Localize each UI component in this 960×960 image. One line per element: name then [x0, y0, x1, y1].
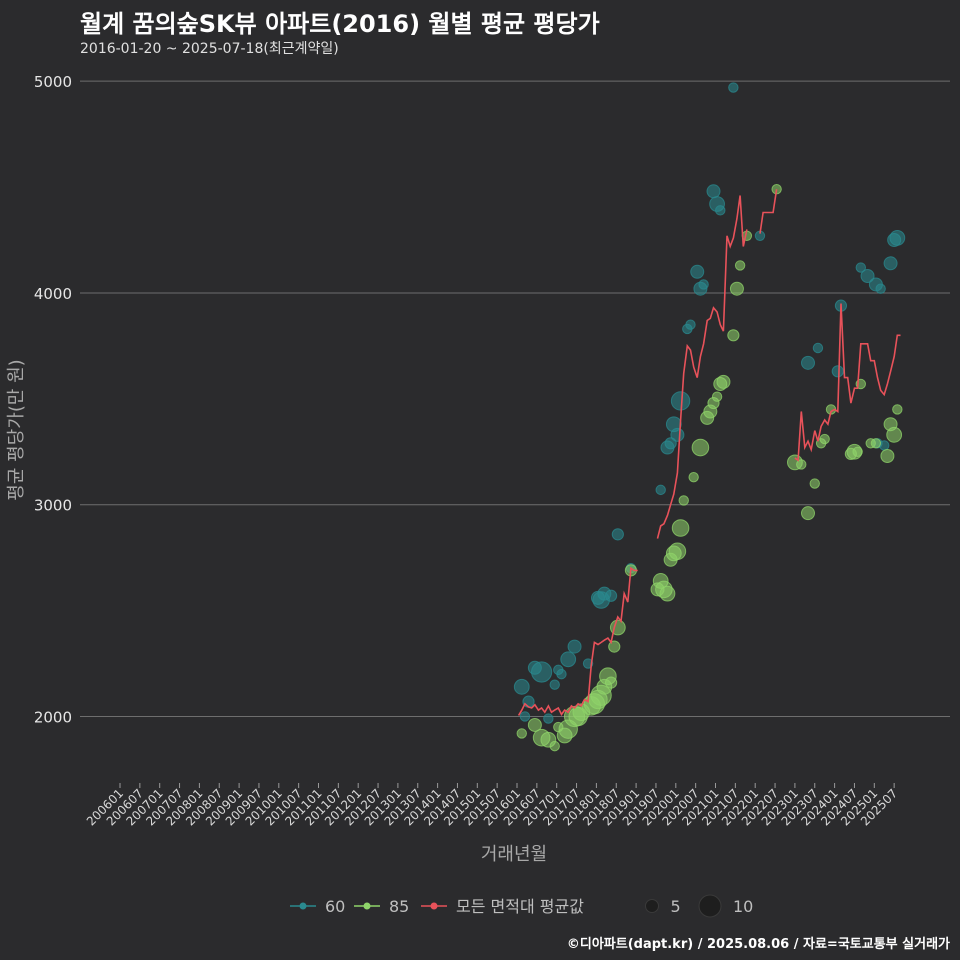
point-85 — [880, 449, 895, 463]
point-60 — [812, 342, 824, 354]
point-85 — [734, 260, 746, 271]
legend-size-label: 10 — [733, 897, 753, 916]
point-85 — [892, 404, 903, 415]
point-85 — [729, 281, 744, 296]
point-60 — [715, 205, 726, 216]
point-60 — [690, 264, 705, 279]
point-60 — [801, 355, 816, 370]
point-85 — [688, 471, 699, 483]
legend-label-s85: 85 — [389, 897, 409, 916]
point-60 — [728, 82, 739, 93]
chart-subtitle: 2016-01-20 ~ 2025-07-18(최근계약일) — [80, 41, 339, 57]
point-60 — [875, 283, 886, 294]
y-tick-label: 2000 — [34, 708, 72, 726]
point-85 — [604, 676, 618, 689]
point-85 — [886, 426, 903, 443]
point-60 — [513, 678, 530, 695]
gridlines — [80, 80, 950, 717]
point-60 — [611, 528, 624, 541]
x-axis-ticks: 2006012006072007012007072008012008072009… — [84, 783, 900, 829]
point-60 — [567, 639, 582, 654]
legend-size-dot — [645, 899, 659, 913]
point-85 — [678, 495, 689, 506]
point-60 — [860, 269, 875, 283]
point-60 — [685, 319, 696, 330]
point-85 — [516, 728, 527, 739]
point-85 — [801, 506, 816, 521]
y-axis-label: 평균 평당가(만 원) — [6, 359, 27, 500]
point-60 — [549, 679, 560, 690]
point-85 — [659, 585, 676, 602]
point-60 — [889, 229, 906, 246]
point-85 — [671, 519, 690, 537]
source-caption: ©디아파트(dapt.kr) / 2025.08.06 / 자료=국토교통부 실… — [566, 937, 950, 952]
legend-dot-s60 — [299, 902, 307, 910]
point-60 — [670, 391, 691, 411]
point-60 — [698, 279, 709, 290]
point-85 — [549, 740, 560, 752]
point-85 — [852, 446, 863, 457]
point-60 — [519, 711, 531, 722]
point-60 — [883, 256, 898, 271]
point-60 — [706, 184, 721, 199]
point-85 — [716, 374, 731, 389]
legend-size-dot — [698, 894, 722, 918]
point-60 — [655, 484, 666, 496]
chart-title: 월계 꿈의숲SK뷰 아파트(2016) 월별 평균 평당가 — [80, 10, 600, 38]
point-85 — [727, 329, 740, 342]
point-60 — [560, 651, 577, 668]
point-60 — [855, 262, 867, 273]
point-85 — [527, 717, 542, 732]
point-60 — [670, 427, 685, 442]
y-tick-label: 3000 — [34, 497, 72, 515]
average-line-segment — [794, 303, 901, 462]
y-tick-label: 4000 — [34, 285, 72, 303]
y-tick-label: 5000 — [34, 73, 72, 91]
point-60 — [556, 668, 567, 680]
point-60 — [604, 589, 618, 602]
point-85 — [870, 438, 882, 449]
legend-label-s60: 60 — [325, 897, 345, 916]
point-85 — [796, 459, 807, 470]
legend-size-label: 5 — [671, 897, 681, 916]
point-85 — [668, 542, 687, 561]
x-axis-label: 거래년월 — [481, 844, 547, 865]
point-85 — [809, 478, 820, 489]
legend-dot-s85 — [363, 902, 371, 910]
point-60 — [831, 365, 844, 378]
point-85 — [691, 438, 710, 457]
average-line-segment — [759, 189, 778, 234]
average-line-segment — [517, 566, 638, 716]
point-85 — [819, 433, 830, 445]
legend-label-avg: 모든 면적대 평균값 — [456, 897, 584, 916]
legend: 60 85 모든 면적대 평균값 5 10 — [290, 894, 753, 918]
point-60 — [543, 713, 554, 724]
y-axis-ticks: 2000 3000 4000 5000 — [34, 73, 72, 726]
legend-dot-avg — [430, 902, 438, 910]
average-line-segment — [656, 195, 748, 539]
scatter-points — [513, 82, 906, 752]
point-85 — [711, 391, 723, 402]
point-60 — [531, 661, 553, 683]
average-line — [517, 189, 901, 716]
